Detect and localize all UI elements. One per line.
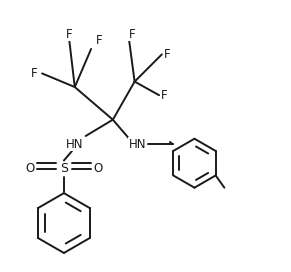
Text: F: F [31,67,37,80]
Text: F: F [164,48,171,61]
Text: F: F [129,27,135,41]
Text: S: S [60,162,68,175]
Text: F: F [161,89,168,102]
Text: O: O [93,162,102,175]
Text: F: F [96,34,102,47]
Text: HN: HN [66,138,84,151]
Text: HN: HN [129,138,146,151]
Text: O: O [25,162,35,175]
Text: F: F [66,27,73,41]
